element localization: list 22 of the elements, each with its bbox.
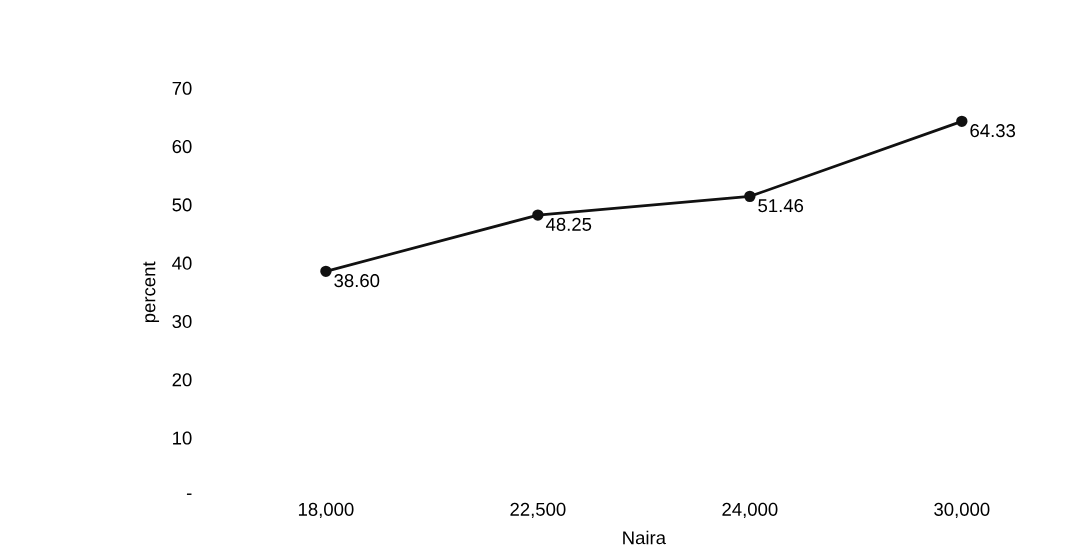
x-tick-label: 24,000	[722, 503, 778, 519]
x-tick-label: 30,000	[934, 503, 990, 519]
data-label: 48.25	[545, 218, 592, 232]
y-tick-label: 10	[173, 431, 192, 445]
y-tick-label: -	[186, 493, 192, 496]
x-tick-label: 18,000	[298, 503, 354, 519]
data-label: 51.46	[758, 199, 804, 213]
point	[744, 190, 756, 203]
y-axis-title: percent	[143, 261, 160, 323]
data-label: 64.33	[970, 124, 1016, 138]
x-axis-title: Naira	[623, 530, 667, 545]
y-tick-label: 20	[172, 373, 192, 387]
point	[956, 115, 968, 128]
y-tick-label: 50	[172, 198, 192, 212]
y-tick-label: 70	[172, 81, 192, 96]
point	[532, 209, 544, 222]
y-tick-label: 60	[172, 140, 192, 154]
y-tick-label: 40	[172, 256, 192, 270]
point	[320, 265, 332, 278]
y-tick-label: 30	[172, 315, 192, 329]
data-label: 38.60	[334, 274, 380, 288]
x-tick-label: 22,500	[510, 503, 566, 519]
